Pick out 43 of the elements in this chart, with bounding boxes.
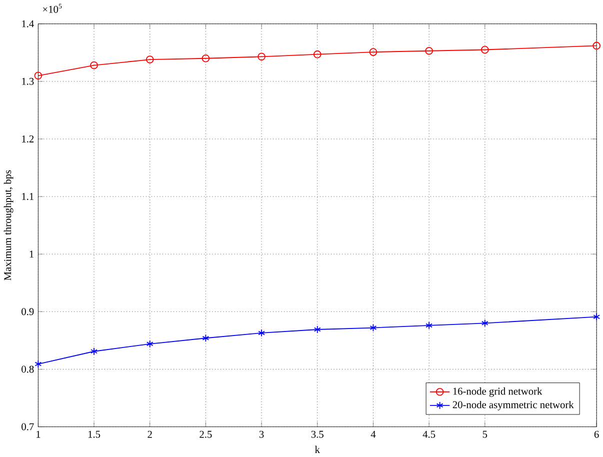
point [258, 52, 266, 61]
x-tick-label: 2 [148, 430, 152, 438]
x-tick-label: 3.5 [311, 430, 324, 438]
x-tick-label: 3 [259, 430, 264, 438]
legend-label: 20-node asymmetric network [452, 401, 574, 410]
point [370, 324, 377, 332]
point [592, 42, 600, 50]
point [90, 61, 98, 70]
x-axis-title: k [314, 446, 320, 454]
y-tick-label: 1.1 [22, 193, 34, 200]
point [202, 334, 210, 342]
x-tick-label: 5 [482, 430, 488, 438]
text: ×10$^{5}$ [43, 4, 62, 13]
point [146, 56, 154, 64]
y-tick-label: 1 [30, 250, 34, 258]
point [425, 47, 433, 55]
x-tick-label: 4.5 [422, 430, 436, 438]
y-axis-title: Maximum throughput, bps [4, 170, 14, 281]
point [258, 329, 265, 337]
x-tick-label: 1 [36, 430, 40, 438]
y-tick-label: 0.9 [22, 308, 34, 316]
point [426, 322, 433, 330]
x-tick-label: 4 [370, 430, 376, 438]
y-tick-label: 1.2 [22, 136, 34, 143]
point [90, 348, 98, 356]
point [34, 360, 42, 368]
point [593, 313, 600, 321]
legend-label: 16-node grid network [453, 388, 542, 397]
point [146, 340, 154, 348]
point [34, 72, 42, 80]
x-tick-label: 2.5 [200, 430, 212, 438]
point [481, 319, 488, 328]
point [313, 50, 322, 58]
point [480, 46, 489, 54]
point [369, 48, 378, 56]
y-tick-label: 0.7 [22, 423, 34, 430]
x-tick-label: 6 [594, 430, 599, 438]
y-tick-label: 0.8 [22, 366, 34, 373]
point [202, 54, 210, 62]
y-tick-label: 1.3 [22, 78, 34, 85]
point [314, 326, 321, 334]
x-tick-label: 1.5 [88, 430, 100, 438]
y-tick-label: 1.4 [22, 20, 34, 28]
